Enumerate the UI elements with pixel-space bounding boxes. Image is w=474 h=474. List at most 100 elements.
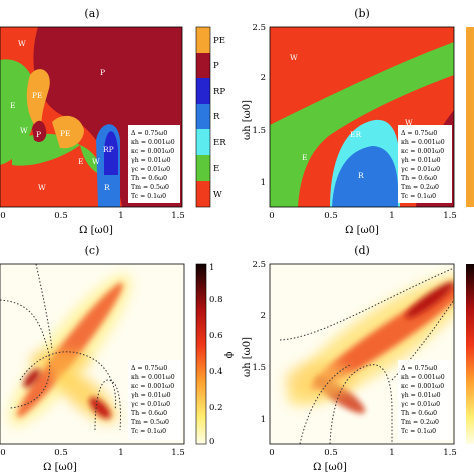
colorbar-tick-label: 1	[209, 263, 214, 273]
panel-a-params: Δ = 0.75ω0 κh = 0.001ω0 κc = 0.001ω0 γh …	[128, 125, 180, 203]
edge-colorbar-strip	[466, 264, 474, 444]
x-tick-label: 1	[389, 448, 394, 458]
region-label: W	[38, 183, 46, 192]
panel-a-map	[0, 27, 182, 207]
y-tick-label: 1.5	[252, 363, 266, 373]
panel-d-xticks: 0 0.5 1 1.5	[269, 448, 456, 458]
panel-c-label: (c)	[85, 244, 100, 257]
boundary-contour	[19, 351, 117, 411]
params-box	[128, 360, 182, 440]
panel-d: (d) Δ = 0.75ω0 κh = 0.001ω0 κc = 0.001ω0…	[242, 244, 474, 473]
boundary-contour	[391, 299, 454, 381]
region-label: R	[104, 183, 110, 192]
param-line: κh = 0.001ω0	[401, 139, 445, 146]
param-line: γh = 0.01ω0	[401, 392, 441, 399]
param-line: γc = 0.01ω0	[131, 166, 170, 173]
param-line: κh = 0.001ω0	[401, 374, 445, 381]
x-axis-label: Ω [ω0]	[313, 462, 347, 473]
param-line: Tm = 0.2ω0	[401, 184, 439, 191]
param-line: γh = 0.01ω0	[401, 157, 441, 164]
x-tick-label: 1.5	[171, 448, 185, 458]
region-rp	[104, 131, 118, 175]
region-e-strip	[80, 145, 102, 175]
panel-d-params: Δ = 0.75ω0 κh = 0.001ω0 κc = 0.001ω0 γh …	[398, 360, 452, 440]
panel-a-frame	[0, 26, 183, 208]
y-axis-label: ωh [ω0]	[242, 337, 253, 377]
colorbar-tick-label: 0.4	[209, 367, 223, 377]
heat-band-core	[310, 280, 454, 390]
colorbar-tick-label: 0.2	[209, 403, 223, 413]
colorbar-label: ϕ	[224, 351, 235, 358]
boundary-contour	[279, 267, 454, 341]
x-tick-label: 0	[269, 448, 274, 458]
region-label: E	[78, 157, 83, 166]
colorbar-frame	[195, 263, 207, 445]
y-tick-label: 2	[261, 73, 266, 83]
boundary-contour	[299, 364, 351, 444]
region-label: ER	[350, 130, 361, 139]
param-line: Th = 0.6ω0	[401, 410, 437, 417]
param-line: γc = 0.01ω0	[131, 401, 170, 408]
x-tick-label: 1	[118, 211, 123, 221]
param-line: γh = 0.01ω0	[131, 392, 171, 399]
param-line: Tm = 0.2ω0	[401, 419, 439, 426]
category-legend: PE P RP R ER E W	[195, 26, 226, 208]
legend-swatch-e	[196, 155, 210, 181]
x-axis-label: Ω [ω0]	[43, 462, 77, 473]
x-tick-label: 0.5	[324, 448, 338, 458]
panel-c-params: Δ = 0.75ω0 κh = 0.001ω0 κc = 0.001ω0 γh …	[128, 360, 182, 440]
param-line: Th = 0.6ω0	[131, 410, 167, 417]
param-line: Tm = 0.5ω0	[131, 184, 169, 191]
x-tick-label: 1.5	[171, 211, 185, 221]
param-line: κc = 0.001ω0	[401, 383, 444, 390]
x-axis-label: Ω [ω0]	[345, 225, 379, 236]
region-label: P	[100, 68, 105, 77]
param-line: Δ = 0.75ω0	[131, 130, 167, 137]
region-label: W	[405, 118, 413, 127]
region-label: W	[92, 157, 100, 166]
panel-a-label: (a)	[84, 7, 99, 20]
region-label: E	[10, 101, 15, 110]
param-line: Tc = 0.1ω0	[131, 193, 166, 200]
param-line: Δ = 0.75ω0	[401, 365, 437, 372]
colorbar: 0 0.2 0.4 0.6 0.8 1 ϕ	[195, 263, 235, 447]
panel-c: (c) Δ = 0.75ω0 κh = 0.001ω0 κc = 0.001ω0…	[0, 244, 235, 473]
region-label: E	[302, 153, 307, 162]
region-r	[332, 146, 398, 207]
region-label: P	[36, 130, 41, 139]
param-line: Tc = 0.1ω0	[401, 428, 436, 435]
region-p-small	[32, 120, 47, 142]
panel-d-label: (d)	[354, 244, 370, 257]
region-pe-upper	[26, 69, 50, 132]
legend-label: RP	[213, 87, 225, 97]
legend-label: ER	[213, 138, 226, 148]
param-line: Tm = 0.5ω0	[131, 419, 169, 426]
x-tick-label: 0	[269, 211, 274, 221]
y-tick-label: 1.5	[252, 126, 266, 136]
param-line: κc = 0.001ω0	[131, 148, 174, 155]
panel-b: (b) W E ER W R P Δ = 0.75ω0 κh = 0.001ω0…	[242, 7, 474, 236]
panel-b-frame	[269, 26, 455, 208]
heat-band-core	[17, 282, 123, 418]
panel-b-params: Δ = 0.75ω0 κh = 0.001ω0 κc = 0.001ω0 γh …	[398, 125, 452, 203]
panel-d-yticks: 1 1.5 2 2.5	[252, 260, 266, 425]
region-label: W	[290, 53, 298, 62]
legend-swatch-p	[196, 53, 210, 78]
colorbar-gradient	[196, 264, 206, 444]
x-tick-label: 0	[0, 211, 5, 221]
heat-hotspot	[23, 368, 41, 388]
panel-c-xticks: 0 0.5 1 1.5	[0, 448, 184, 458]
x-tick-label: 0.5	[324, 211, 338, 221]
param-line: Th = 0.6ω0	[131, 175, 167, 182]
y-tick-label: 2.5	[252, 23, 266, 33]
params-box	[398, 125, 452, 203]
param-line: κc = 0.001ω0	[401, 148, 444, 155]
legend-frame	[195, 26, 211, 208]
legend-swatch-pe	[196, 27, 210, 53]
param-line: γc = 0.01ω0	[401, 401, 440, 408]
param-line: κh = 0.001ω0	[131, 139, 175, 146]
panel-b-xticks: 0 0.5 1 1.5	[269, 211, 456, 221]
heat-hotspot	[89, 397, 111, 419]
param-line: Tc = 0.1ω0	[401, 193, 436, 200]
y-tick-label: 2	[261, 311, 266, 321]
